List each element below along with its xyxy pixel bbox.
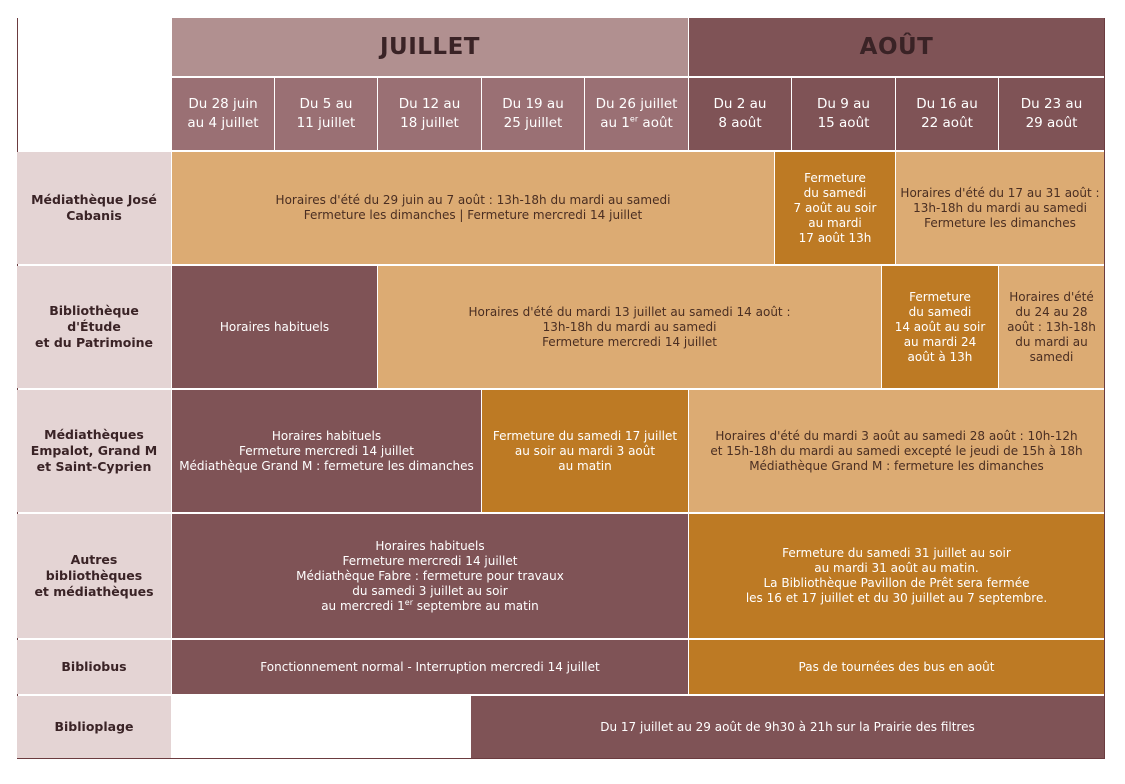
week-label-6: Du 2 au 8 août	[713, 96, 767, 131]
empalot-closure: Fermeture du samedi 17 juillet au soir a…	[482, 390, 688, 512]
month-header-juillet: JUILLET	[172, 18, 688, 76]
autres-usual-hours: Horaires habituels Fermeture mercredi 14…	[172, 514, 688, 638]
patrimoine-summer-hours: Horaires d'été du mardi 13 juillet au sa…	[378, 266, 881, 388]
week-label-9: Du 23 au 29 août	[1020, 96, 1083, 131]
week-header-5: Du 26 juillet au 1er août	[585, 78, 688, 150]
cabanis-summer-hours-august: Horaires d'été du 17 au 31 août : 13h-18…	[896, 152, 1104, 264]
autres-closure: Fermeture du samedi 31 juillet au soir a…	[689, 514, 1104, 638]
week-label-3: Du 12 au 18 juillet	[398, 96, 461, 131]
bibliobus-july: Fonctionnement normal - Interruption mer…	[172, 640, 688, 694]
row-label-empalot: Médiathèques Empalot, Grand M et Saint-C…	[17, 390, 171, 512]
empalot-usual-hours: Horaires habituels Fermeture mercredi 14…	[172, 390, 481, 512]
row-label-bibliobus: Bibliobus	[17, 640, 171, 694]
week-label-5: Du 26 juillet au 1er août	[595, 96, 678, 131]
table-frame-right	[1104, 18, 1105, 758]
week-label-2: Du 5 au 11 juillet	[296, 96, 356, 131]
table-frame-left	[17, 18, 18, 758]
bibliobus-august: Pas de tournées des bus en août	[689, 640, 1104, 694]
biblioplage-period: Du 17 juillet au 29 août de 9h30 à 21h s…	[471, 696, 1104, 758]
cabanis-summer-hours-july: Horaires d'été du 29 juin au 7 août : 13…	[172, 152, 774, 264]
row-label-cabanis: Médiathèque José Cabanis	[17, 152, 171, 264]
week-label-7: Du 9 au 15 août	[817, 96, 870, 131]
week-label-1: Du 28 juin au 4 juillet	[187, 96, 259, 131]
row-label-autres: Autres bibliothèques et médiathèques	[17, 514, 171, 638]
cabanis-closure: Fermeture du samedi 7 août au soir au ma…	[775, 152, 895, 264]
patrimoine-usual-hours: Horaires habituels	[172, 266, 377, 388]
week-label-4: Du 19 au 25 juillet	[502, 96, 564, 131]
row-label-patrimoine: Bibliothèque d'Étude et du Patrimoine	[17, 266, 171, 388]
table-frame-bottom	[17, 758, 1105, 759]
week-header-6: Du 2 au 8 août	[689, 78, 791, 150]
week-header-3: Du 12 au 18 juillet	[378, 78, 481, 150]
week-header-1: Du 28 juin au 4 juillet	[172, 78, 274, 150]
week-header-7: Du 9 au 15 août	[792, 78, 895, 150]
month-label-aout: AOÛT	[859, 33, 934, 60]
row-label-biblioplage: Biblioplage	[17, 696, 171, 758]
patrimoine-summer-hours-late-august: Horaires d'été du 24 au 28 août : 13h-18…	[999, 266, 1104, 388]
empalot-summer-hours: Horaires d'été du mardi 3 août au samedi…	[689, 390, 1104, 512]
patrimoine-closure: Fermeture du samedi 14 août au soir au m…	[882, 266, 998, 388]
week-label-8: Du 16 au 22 août	[916, 96, 978, 131]
month-header-aout: AOÛT	[689, 18, 1104, 76]
month-label-juillet: JUILLET	[379, 33, 480, 60]
week-header-2: Du 5 au 11 juillet	[275, 78, 377, 150]
week-header-8: Du 16 au 22 août	[896, 78, 998, 150]
week-header-4: Du 19 au 25 juillet	[482, 78, 584, 150]
week-header-9: Du 23 au 29 août	[999, 78, 1104, 150]
